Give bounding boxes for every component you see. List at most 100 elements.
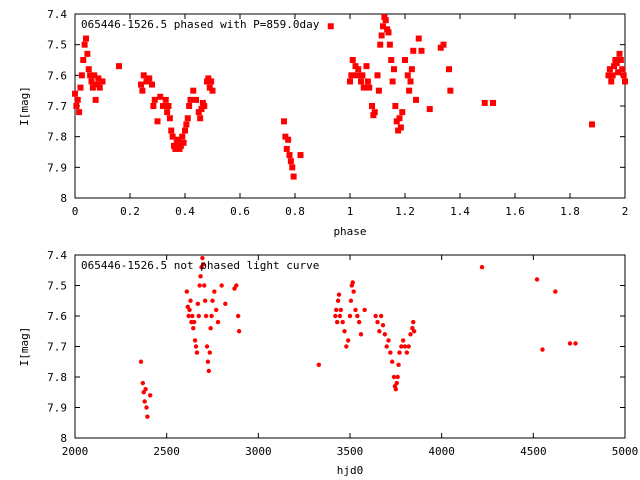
unphased-data-point — [388, 350, 393, 355]
phased-data-point — [395, 127, 402, 134]
phased-data-point — [96, 84, 103, 91]
unphased-data-point — [236, 329, 242, 334]
phased-data-point — [287, 158, 294, 165]
phased-data-point — [440, 41, 447, 48]
phased-data-point — [183, 121, 190, 128]
phased-data-point — [95, 75, 102, 82]
phased-data-point — [184, 115, 191, 122]
phased-data-point — [364, 78, 371, 85]
unphased-data-point — [212, 289, 217, 294]
unphased-data-point — [396, 362, 401, 367]
unphased-data-point — [201, 261, 206, 267]
unphased-data-point — [399, 344, 404, 349]
unphased-x-tick-label: 4500 — [520, 445, 547, 458]
phased-data-point — [176, 145, 183, 152]
phased-data-point — [327, 23, 334, 30]
unphased-data-point — [342, 329, 347, 334]
phased-data-point — [616, 50, 623, 57]
unphased-data-point — [340, 319, 345, 325]
unphased-y-tick-label: 8 — [60, 432, 67, 445]
phased-data-point — [347, 78, 353, 85]
phased-data-point — [289, 164, 296, 171]
unphased-data-point — [345, 338, 351, 343]
phased-data-point — [619, 66, 626, 73]
phased-data-point — [297, 152, 304, 159]
phased-data-point — [377, 41, 384, 48]
unphased-data-point — [234, 283, 239, 288]
phased-data-point — [385, 29, 392, 36]
unphased-data-point — [192, 338, 198, 343]
unphased-data-point — [397, 350, 402, 355]
phased-y-axis-label: I[mag] — [18, 86, 31, 126]
phased-data-point — [164, 109, 171, 116]
phased-data-point — [198, 106, 205, 113]
unphased-data-point — [400, 338, 406, 343]
phased-data-point — [150, 103, 157, 109]
unphased-data-point — [209, 313, 214, 319]
phased-data-point — [589, 121, 595, 128]
unphased-data-point — [404, 350, 410, 355]
unphased-data-point — [384, 344, 389, 349]
phased-y-tick-label: 7.7 — [47, 100, 67, 113]
phased-data-point — [397, 124, 404, 131]
phased-data-point — [605, 72, 612, 79]
phased-data-point — [72, 90, 78, 97]
phased-data-point — [116, 63, 122, 70]
unphased-data-point — [380, 322, 386, 328]
unphased-data-point — [333, 313, 338, 319]
unphased-data-point — [202, 283, 207, 288]
unphased-y-tick-label: 7.6 — [47, 310, 67, 323]
phased-x-axis-label: phase — [333, 225, 366, 238]
phased-x-tick-label: 0.2 — [120, 205, 140, 218]
unphased-data-point — [219, 283, 224, 288]
phased-data-point — [366, 84, 373, 91]
phased-x-tick-label: 0 — [72, 205, 79, 218]
phased-data-point — [168, 127, 175, 134]
unphased-data-point — [358, 332, 364, 337]
unphased-data-point — [344, 344, 349, 349]
unphased-data-point — [334, 307, 339, 313]
unphased-data-point — [208, 326, 213, 331]
phased-data-point — [197, 115, 204, 122]
unphased-data-point — [138, 359, 144, 364]
unphased-x-tick-label: 2500 — [153, 445, 180, 458]
phased-data-point — [437, 44, 444, 51]
phased-data-point — [175, 136, 182, 143]
unphased-data-point — [200, 255, 205, 261]
phased-data-point — [190, 87, 197, 94]
unphased-y-tick-label: 7.4 — [47, 249, 67, 262]
unphased-data-point — [184, 289, 190, 294]
phased-data-point — [83, 35, 89, 42]
phased-data-point — [76, 109, 83, 116]
phased-data-point — [143, 78, 150, 85]
unphased-data-point — [351, 289, 356, 294]
phased-data-point — [187, 96, 194, 103]
phased-data-point — [382, 17, 389, 24]
unphased-data-point — [347, 313, 353, 319]
phased-data-point — [358, 78, 364, 85]
phased-data-point — [611, 63, 617, 70]
unphased-data-point — [142, 399, 147, 404]
phased-data-point — [490, 99, 496, 106]
phased-data-point — [173, 139, 180, 146]
phased-data-point — [171, 142, 177, 149]
phased-data-point — [615, 69, 622, 76]
unphased-data-point — [193, 344, 199, 349]
phased-data-point — [360, 84, 367, 91]
unphased-data-point — [402, 344, 408, 349]
phased-data-point — [166, 115, 173, 122]
phased-data-point — [201, 103, 208, 109]
unphased-data-point — [187, 307, 192, 313]
unphased-data-point — [202, 298, 208, 303]
unphased-data-point — [188, 298, 193, 303]
phased-x-tick-label: 1.6 — [505, 205, 525, 218]
phased-chart-title: 065446-1526.5 phased with P=859.0day — [81, 18, 320, 31]
phased-data-point — [613, 60, 620, 67]
phased-data-point — [208, 78, 215, 85]
phased-data-point — [186, 103, 193, 109]
unphased-data-point — [143, 387, 148, 392]
phased-data-point — [286, 152, 293, 159]
phased-data-point — [151, 96, 158, 103]
unphased-data-point — [534, 277, 540, 282]
unphased-data-point — [353, 307, 358, 313]
